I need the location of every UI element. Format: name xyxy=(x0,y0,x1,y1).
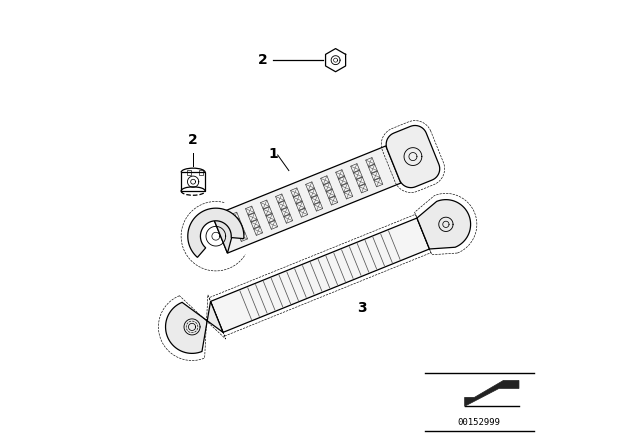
Polygon shape xyxy=(212,146,401,253)
Text: 2: 2 xyxy=(258,53,268,67)
Polygon shape xyxy=(465,380,519,406)
Bar xyxy=(199,170,203,175)
Bar xyxy=(181,172,205,191)
Text: 1: 1 xyxy=(268,146,278,161)
Text: 3: 3 xyxy=(358,301,367,314)
Polygon shape xyxy=(386,125,440,188)
Polygon shape xyxy=(212,216,234,253)
Text: 2: 2 xyxy=(188,134,198,147)
Polygon shape xyxy=(188,208,244,257)
Polygon shape xyxy=(211,218,429,332)
Bar xyxy=(187,170,191,175)
Polygon shape xyxy=(166,302,223,353)
Polygon shape xyxy=(417,200,470,249)
Text: 00152999: 00152999 xyxy=(458,418,500,427)
